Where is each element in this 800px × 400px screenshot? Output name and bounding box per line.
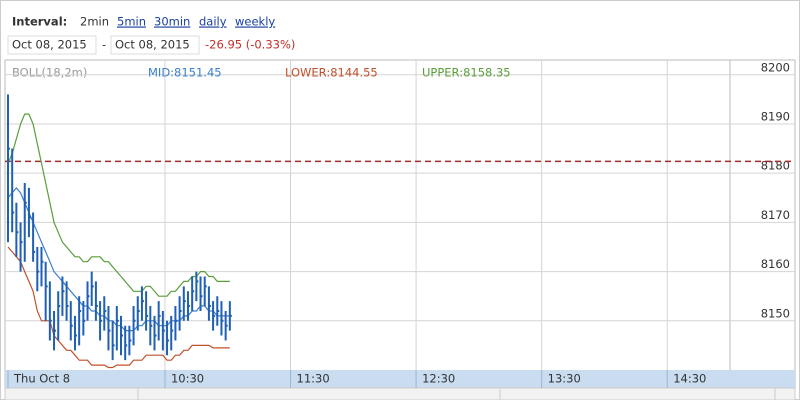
y-tick-label: 8150: [761, 306, 790, 320]
price-bar: [69, 301, 73, 341]
price-bar: [186, 291, 190, 321]
price-bar: [124, 325, 128, 361]
y-tick-label: 8200: [761, 60, 790, 74]
band-line: [7, 113, 230, 297]
price-change: -26.95 (-0.33%): [205, 38, 295, 52]
interval-link[interactable]: weekly: [235, 15, 275, 29]
price-bar: [19, 222, 23, 272]
price-bar: [178, 296, 182, 331]
price-bar: [7, 94, 10, 243]
y-tick-label: 8170: [761, 208, 790, 222]
interval-current: 2min: [80, 15, 109, 29]
x-tick-label: 11:30: [297, 372, 330, 386]
interval-link[interactable]: 5min: [117, 15, 146, 29]
price-bar: [207, 286, 211, 321]
band-line: [7, 186, 230, 332]
legend-entry: UPPER:8158.35: [422, 66, 511, 80]
price-bar: [199, 276, 203, 311]
y-tick-label: 8160: [761, 257, 790, 271]
price-bar: [166, 320, 170, 356]
price-bar: [216, 296, 220, 326]
x-tick-label: Thu Oct 8: [13, 372, 70, 386]
price-bar: [32, 212, 36, 262]
price-bar: [73, 315, 77, 351]
price-bar: [136, 296, 140, 331]
price-bar: [191, 276, 195, 311]
price-bar: [145, 291, 149, 331]
price-bar: [157, 301, 161, 341]
price-bar: [161, 310, 165, 351]
x-tick-label: 10:30: [171, 372, 204, 386]
price-bar: [224, 310, 228, 341]
price-bar: [174, 306, 178, 341]
y-tick-label: 8180: [761, 159, 790, 173]
price-bar: [170, 315, 174, 351]
price-bar: [36, 246, 40, 292]
price-bar: [132, 306, 136, 346]
legend-entry: MID:8151.45: [148, 66, 222, 80]
band-line: [7, 246, 230, 369]
date-separator: -: [102, 38, 106, 52]
price-bar: [111, 320, 115, 361]
date-box[interactable]: [7, 35, 97, 55]
indicator-label: BOLL(18,2m): [12, 66, 87, 80]
time-axis-strip: [5, 370, 795, 388]
price-bar: [195, 271, 199, 302]
price-bar: [53, 310, 57, 351]
price-bar: [44, 261, 48, 321]
price-bar: [182, 286, 186, 321]
price-bar: [82, 301, 86, 336]
price-bar: [228, 301, 232, 331]
price-bar: [212, 301, 216, 331]
price-bar: [15, 202, 19, 257]
x-tick-label: 12:30: [422, 372, 455, 386]
price-bar: [78, 296, 82, 346]
price-bar: [203, 276, 207, 307]
price-bar: [149, 306, 153, 346]
interval-link[interactable]: daily: [199, 15, 227, 29]
date-from[interactable]: Oct 08, 2015: [12, 38, 87, 52]
price-bar: [128, 325, 132, 356]
price-bar: [61, 276, 65, 316]
x-tick-label: 14:30: [673, 372, 706, 386]
scrollbar[interactable]: [4, 387, 796, 400]
price-bar: [94, 281, 98, 321]
x-tick-label: 13:30: [548, 372, 581, 386]
price-bar: [40, 246, 44, 287]
price-bar: [103, 296, 107, 331]
price-bar: [48, 281, 52, 341]
price-bar: [140, 286, 144, 321]
price-bar: [220, 301, 224, 336]
price-bar: [115, 306, 119, 351]
interval-label: Interval:: [12, 15, 67, 29]
price-bar: [99, 301, 103, 341]
price-bar: [11, 148, 15, 233]
date-to[interactable]: Oct 08, 2015: [115, 38, 190, 52]
interval-link[interactable]: 30min: [154, 15, 190, 29]
price-bar: [57, 291, 61, 341]
price-bar: [153, 315, 157, 351]
legend-entry: LOWER:8144.55: [285, 66, 378, 80]
price-bar: [65, 281, 69, 321]
price-bar: [86, 281, 90, 321]
price-bar: [27, 187, 31, 238]
price-bar: [107, 306, 111, 351]
price-bar: [120, 315, 124, 356]
y-tick-label: 8190: [761, 109, 790, 123]
price-bar: [90, 271, 94, 307]
date-box[interactable]: [110, 35, 200, 55]
price-bar: [23, 183, 27, 262]
